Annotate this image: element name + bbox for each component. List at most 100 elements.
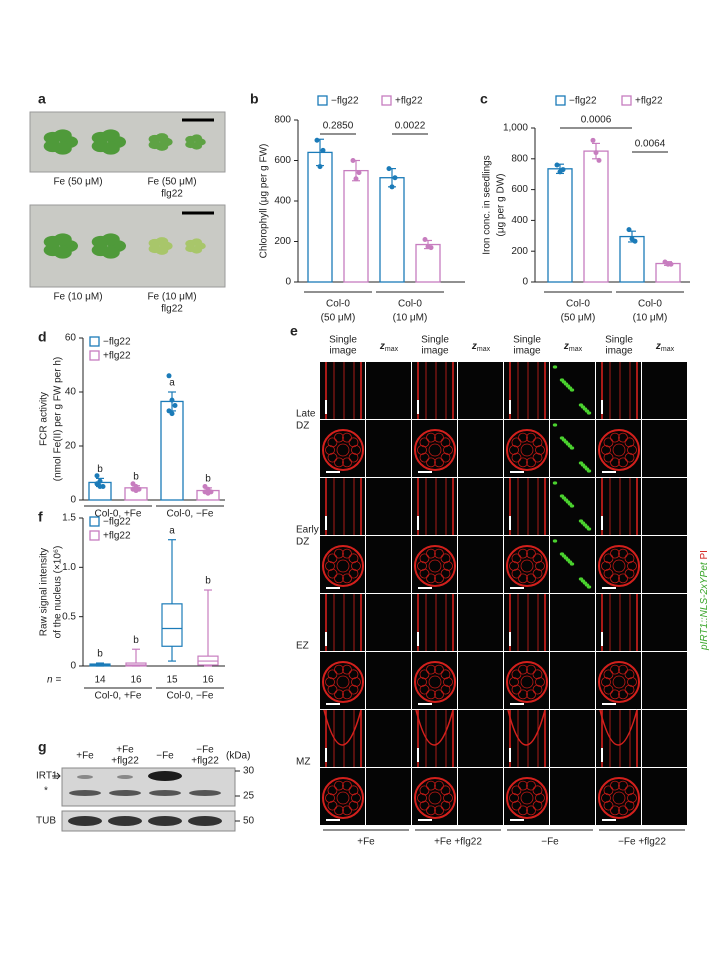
- p-value: 0.0064: [635, 139, 666, 150]
- cell: [334, 689, 344, 700]
- root-section: [414, 545, 456, 587]
- cell: [348, 437, 359, 448]
- seedling-leaf: [191, 134, 203, 142]
- x-category-label: (50 μM): [321, 313, 356, 324]
- side-label-red: PI: [699, 550, 710, 562]
- cell: [511, 553, 522, 564]
- micrograph: [550, 710, 595, 767]
- cell: [327, 684, 338, 695]
- cell: [618, 548, 628, 559]
- cell: [440, 452, 451, 463]
- zmax-sub: max: [569, 346, 583, 353]
- cell: [419, 785, 430, 796]
- cell: [417, 793, 427, 803]
- cell: [334, 573, 344, 584]
- cell: [511, 684, 522, 695]
- data-point: [392, 175, 398, 181]
- data-point: [172, 403, 178, 408]
- cell: [440, 785, 451, 796]
- micrograph: [320, 594, 365, 651]
- seedling-leaf: [91, 244, 110, 257]
- cell: [334, 805, 344, 816]
- blot: [61, 767, 236, 807]
- y-axis-label: (nmol Fe(II) per g FW per h): [53, 357, 64, 481]
- cell: [342, 432, 352, 443]
- cell: [535, 793, 545, 803]
- micrograph: [504, 652, 549, 709]
- seedling-leaf: [101, 129, 120, 142]
- column-header: Single: [329, 335, 357, 346]
- micrograph: [550, 768, 595, 825]
- micrograph: [458, 536, 503, 593]
- p-value: 0.2850: [323, 121, 354, 132]
- legend-swatch: [89, 350, 100, 361]
- photo-label: flg22: [161, 189, 183, 200]
- root-section: [598, 777, 640, 819]
- cell: [351, 793, 361, 803]
- photo-label: flg22: [161, 304, 183, 315]
- side-label: pIRT1::NLS-2xYPet PI: [699, 550, 710, 651]
- cell: [603, 785, 614, 796]
- seedling-leaf: [53, 233, 72, 246]
- cell: [526, 664, 536, 675]
- cell: [509, 561, 519, 571]
- cell: [440, 568, 451, 579]
- cell: [419, 452, 430, 463]
- cell: [618, 689, 628, 700]
- legend-label: +flg22: [103, 351, 131, 362]
- cell: [417, 445, 427, 455]
- y-tick-label: 800: [274, 115, 291, 126]
- legend-swatch: [89, 336, 100, 347]
- y-tick-label: 400: [274, 196, 291, 207]
- cell: [419, 800, 430, 811]
- data-point: [169, 411, 175, 417]
- cell: [342, 573, 352, 584]
- panel-letter: e: [290, 323, 298, 339]
- legend-label: +flg22: [395, 96, 423, 107]
- y-tick-label: 0: [70, 661, 76, 672]
- bar: [343, 169, 369, 283]
- seedling-leaf: [91, 140, 110, 153]
- lane-label: +Fe: [76, 751, 94, 762]
- x-category-label: (50 μM): [561, 313, 596, 324]
- stele: [428, 675, 442, 689]
- n-value: 14: [94, 675, 106, 686]
- cell: [348, 568, 359, 579]
- legend-label: +flg22: [635, 96, 663, 107]
- zmax-sub: max: [385, 346, 399, 353]
- data-point: [169, 397, 175, 403]
- cell: [509, 793, 519, 803]
- micrograph: [412, 420, 457, 477]
- cell: [327, 669, 338, 680]
- cell: [511, 785, 522, 796]
- significance-letter: b: [133, 471, 139, 482]
- x-category-label: Col-0, −Fe: [167, 691, 214, 702]
- cell: [434, 457, 444, 468]
- data-point: [668, 261, 674, 267]
- cell: [601, 561, 611, 571]
- panel-letter: d: [38, 329, 47, 345]
- y-tick-label: 20: [65, 441, 77, 452]
- cell: [535, 561, 545, 571]
- micrograph: [596, 594, 641, 651]
- cell: [526, 780, 536, 791]
- stele: [520, 675, 534, 689]
- nucleus-signal: [559, 552, 565, 556]
- micrograph: [366, 362, 411, 419]
- micrograph: [412, 594, 457, 651]
- band: [69, 790, 101, 796]
- seedling-leaf: [155, 133, 169, 142]
- data-point: [626, 227, 632, 233]
- cell: [532, 669, 543, 680]
- micrograph: [504, 420, 549, 477]
- cell: [426, 780, 436, 791]
- x-category-label: Col-0: [398, 299, 422, 310]
- micrograph: [504, 478, 549, 535]
- cell: [511, 800, 522, 811]
- legend-swatch: [555, 95, 566, 106]
- y-axis-label: Chlorophyll (μg per g FW): [259, 144, 270, 259]
- significance-letter: b: [97, 649, 103, 660]
- cell: [426, 548, 436, 559]
- micrograph: [366, 420, 411, 477]
- cell: [426, 805, 436, 816]
